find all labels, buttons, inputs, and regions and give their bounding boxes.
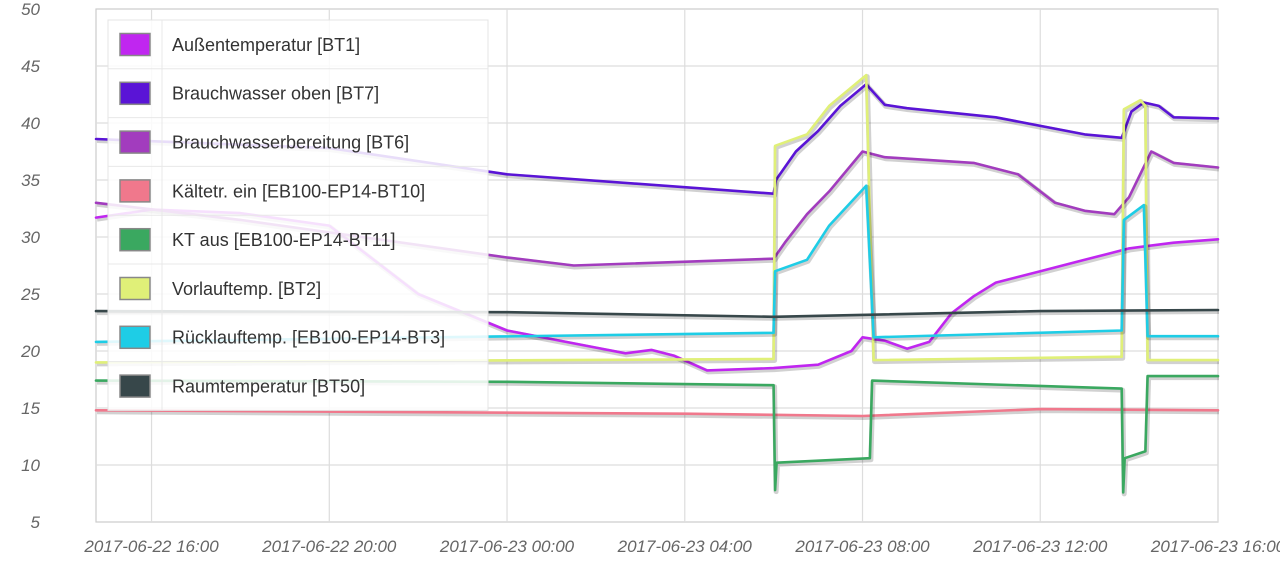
y-tick-label: 25 [20,285,40,304]
legend-label: Vorlauftemp. [BT2] [172,279,321,299]
x-tick-label: 2017-06-23 00:00 [439,537,575,556]
series-line-2 [94,150,1220,267]
series-line-4 [94,374,1220,494]
series-line-1 [94,82,1220,195]
x-tick-label: 2017-06-23 16:00 [1150,537,1280,556]
x-tick-label: 2017-06-23 08:00 [794,537,930,556]
legend-item[interactable]: Raumtemperatur [BT50] [108,361,488,398]
y-tick-label: 50 [21,0,40,19]
series-shadow [96,150,1220,270]
legend-swatch [119,179,151,203]
chart-axes: 50 45 40 35 30 25 20 15 10 5 2017-06-22 16:00 2017-… [20,0,1280,556]
legend-item[interactable]: Brauchwasser oben [BT7] [108,68,488,106]
legend-swatch [119,130,151,154]
legend-label: Brauchwasserbereitung [BT6] [172,133,409,153]
legend-swatch [119,227,151,252]
legend-item[interactable]: Brauchwasserbereitung [BT6] [108,117,488,154]
x-tick-label: 2017-06-23 04:00 [617,537,753,556]
legend-swatch [119,81,151,106]
series-line-5 [94,73,1220,364]
legend-swatch [119,374,151,398]
series-line-3 [94,407,1220,418]
x-tick-label: 2017-06-23 12:00 [972,537,1108,556]
series-shadow [96,408,1220,420]
legend-item[interactable]: Rücklauftemp. [EB100-EP14-BT3] [108,312,488,350]
y-tick-label: 30 [21,228,40,247]
legend-swatch [119,32,151,57]
legend-item[interactable]: Vorlauftemp. [BT2] [108,263,488,301]
y-tick-label: 40 [21,114,40,133]
x-tick-label: 2017-06-22 20:00 [261,537,397,556]
legend-swatch [119,325,151,350]
y-tick-label: 35 [21,171,40,190]
legend-swatch [119,276,151,301]
y-tick-label: 20 [20,342,40,361]
legend-label: Rücklauftemp. [EB100-EP14-BT3] [172,328,445,348]
legend-label: Raumtemperatur [BT50] [172,377,365,397]
chart-legend[interactable]: Außentemperatur [BT1] Brauchwasser oben [… [107,19,489,411]
y-tick-label: 5 [31,513,41,532]
legend-item[interactable]: Außentemperatur [BT1] [119,32,360,57]
legend-label: Brauchwasser oben [BT7] [172,84,379,104]
x-tick-label: 2017-06-22 16:00 [83,537,219,556]
series-line-6 [94,184,1220,344]
legend-label: KT aus [EB100-EP14-BT11] [172,230,395,250]
legend-item[interactable]: KT aus [EB100-EP14-BT11] [108,214,488,252]
legend-item[interactable]: Kältetr. ein [EB100-EP14-BT10] [108,165,488,203]
y-tick-label: 10 [21,456,40,475]
y-tick-label: 45 [21,57,40,76]
legend-label: Außentemperatur [BT1] [172,35,360,55]
legend-label: Kältetr. ein [EB100-EP14-BT10] [172,181,425,201]
y-tick-label: 15 [21,399,40,418]
